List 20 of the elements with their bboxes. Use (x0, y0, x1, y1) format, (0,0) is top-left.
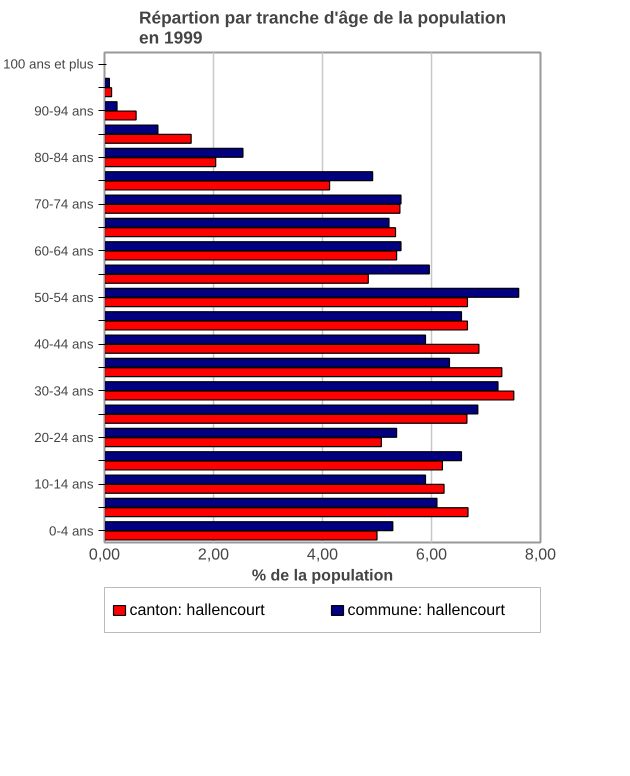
legend-label: commune: hallencourt (348, 602, 506, 619)
legend-label: canton: hallencourt (130, 602, 266, 619)
x-tick-label: 6,00 (416, 546, 448, 564)
chart-title: Répartion par tranche d'âge de la population en 1999 (138, 8, 506, 48)
y-tick-label: 50-54 ans (34, 290, 94, 305)
y-tick-label: 90-94 ans (34, 103, 94, 118)
y-tick-label: 60-64 ans (34, 243, 94, 258)
y-tick-label: 0-4 ans (49, 523, 94, 538)
x-tick-label: 0,00 (88, 546, 120, 564)
x-tick-label: 2,00 (198, 546, 230, 564)
x-tick-label: 4,00 (306, 546, 338, 564)
y-tick-label: 80-84 ans (34, 150, 94, 165)
y-tick-label: 10-14 ans (34, 476, 94, 492)
y-tick-label: 100 ans et plus (3, 56, 94, 72)
x-axis-title: % de la population (252, 568, 394, 584)
y-tick-label: 70-74 ans (34, 196, 94, 212)
y-tick-label: 40-44 ans (34, 336, 94, 352)
y-tick-label: 20-24 ans (34, 430, 94, 445)
y-tick-label: 30-34 ans (34, 383, 94, 398)
x-tick-label: 8,00 (524, 546, 556, 564)
